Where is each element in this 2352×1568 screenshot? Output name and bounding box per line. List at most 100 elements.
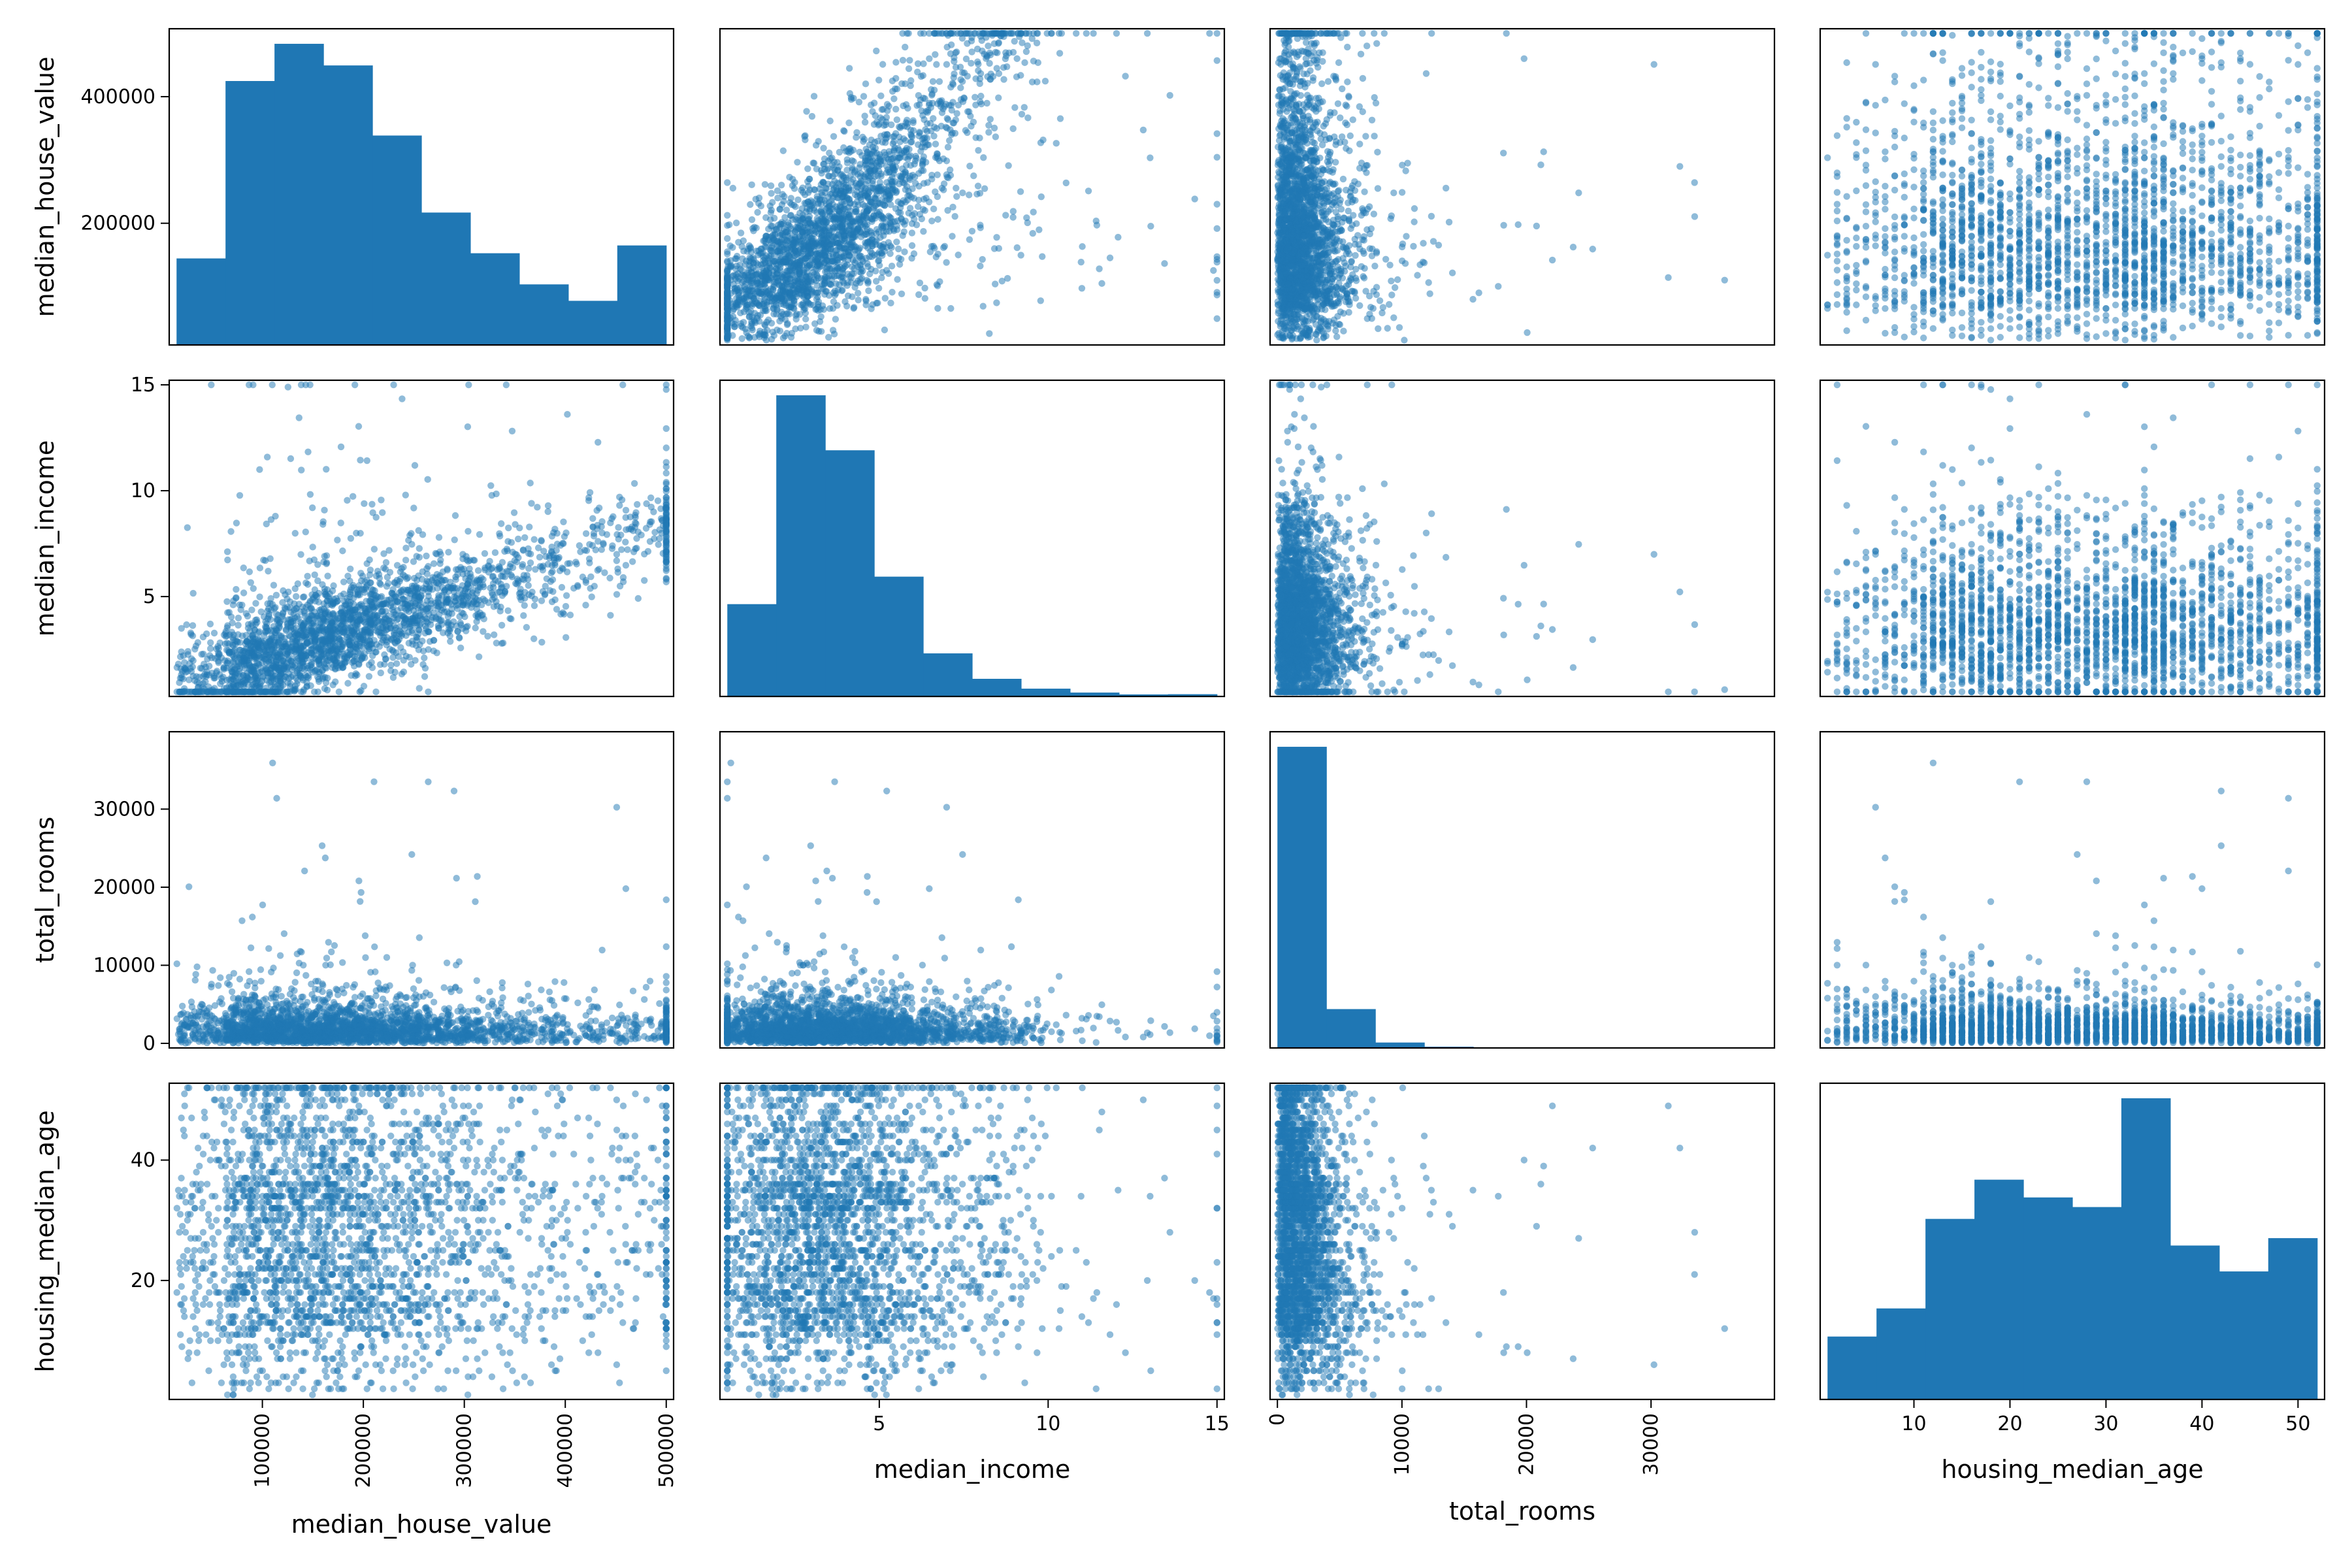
point-median_house_value-median_income-1112	[881, 327, 888, 333]
point-median_house_value-median_income-1156	[920, 228, 926, 235]
point-median_house_value-median_income-264	[1214, 30, 1220, 37]
hist-bar-median_house_value-7	[519, 284, 569, 345]
point-median_house_value-median_income-1415	[771, 215, 777, 221]
point-median_house_value-median_income-1300	[830, 305, 836, 312]
point-median_house_value-median_income-863	[1166, 92, 1173, 99]
point-median_house_value-median_income-685	[1037, 297, 1044, 304]
point-median_house_value-median_income-1498	[943, 157, 950, 164]
point-median_house_value-median_income-1122	[1039, 253, 1045, 259]
hist-bar-median_house_value-5	[421, 212, 471, 345]
point-median_house_value-median_income-1211	[932, 51, 938, 57]
point-median_house_value-median_income-195	[947, 305, 954, 312]
hist-bar-median_house_value-9	[617, 246, 667, 345]
hist-bar-median_house_value-8	[568, 301, 618, 345]
point-median_house_value-median_income-1349	[966, 163, 973, 169]
point-median_house_value-median_income-808	[889, 289, 895, 295]
point-median_house_value-median_income-1138	[846, 65, 853, 71]
point-median_house_value-median_income-1098	[897, 204, 904, 211]
point-median_house_value-median_income-1383	[861, 112, 868, 119]
point-median_house_value-median_income-1032	[888, 122, 894, 128]
point-median_house_value-median_income-1307	[993, 234, 1000, 240]
point-median_house_value-median_income-687	[1098, 280, 1105, 287]
point-median_house_value-median_income-1486	[892, 106, 899, 112]
point-median_house_value-median_income-682	[754, 209, 760, 216]
point-median_house_value-median_income-159	[934, 216, 941, 223]
point-median_house_value-median_income-1431	[873, 278, 879, 284]
point-median_house_value-median_income-1328	[931, 123, 938, 130]
point-median_house_value-median_income-887	[729, 244, 736, 251]
point-median_house_value-median_income-1357	[1002, 212, 1009, 218]
hist-bar-median_house_value-6	[470, 253, 520, 345]
point-median_house_value-median_income-1301	[895, 246, 902, 252]
point-median_house_value-median_income-161	[934, 305, 941, 312]
point-median_house_value-median_income-977	[953, 185, 959, 191]
point-median_house_value-median_income-198	[768, 190, 774, 197]
point-median_house_value-median_income-112	[1021, 104, 1028, 110]
point-median_house_value-median_income-271	[917, 280, 923, 286]
point-median_house_value-median_income-116	[955, 252, 962, 258]
point-median_house_value-median_income-729	[778, 182, 785, 188]
point-median_house_value-median_income-1121	[894, 116, 900, 123]
point-median_house_value-median_income-1153	[1147, 154, 1153, 161]
point-median_house_value-median_income-1501	[1057, 115, 1064, 122]
point-median_house_value-median_income-1460	[900, 57, 906, 63]
point-median_house_value-median_income-1264	[920, 72, 926, 78]
point-median_house_value-median_income-1369	[738, 243, 745, 250]
point-median_house_value-median_income-191	[901, 248, 907, 255]
point-median_house_value-median_income-1476	[749, 216, 755, 223]
point-median_house_value-median_income-1198	[765, 225, 772, 232]
point-median_house_value-median_income-799	[945, 144, 951, 150]
point-median_house_value-median_income-1297	[832, 316, 839, 322]
scatter-matrix-figure: 2000004000005101501000020000300002040100…	[0, 0, 2352, 1568]
point-median_house_value-median_income-833	[953, 110, 960, 117]
hist-bar-median_house_value-3	[323, 65, 373, 345]
point-median_house_value-median_income-14	[865, 287, 872, 294]
point-median_house_value-median_income-814	[972, 94, 978, 101]
point-median_house_value-median_income-246	[855, 290, 861, 297]
point-median_house_value-median_income-884	[970, 172, 977, 179]
point-median_house_value-median_income-237	[1214, 154, 1220, 160]
hist-bar-median_house_value-0	[176, 259, 226, 345]
point-median_house_value-median_income-711	[873, 48, 879, 54]
point-median_house_value-median_income-1370	[1009, 214, 1016, 220]
point-median_house_value-median_income-1095	[798, 187, 804, 193]
point-median_house_value-median_income-575	[921, 285, 928, 291]
point-median_house_value-median_income-1170	[957, 63, 964, 70]
point-median_house_value-median_income-1496	[1206, 30, 1213, 37]
point-median_house_value-median_income-81	[1038, 193, 1045, 200]
point-median_house_value-median_income-156	[1019, 111, 1025, 118]
point-median_house_value-median_income-470	[928, 218, 935, 224]
point-median_house_value-median_income-849	[826, 118, 833, 124]
point-median_house_value-median_income-288	[739, 335, 745, 342]
point-median_house_value-median_income-891	[985, 42, 991, 49]
point-median_house_value-median_income-1047	[953, 193, 960, 200]
point-median_house_value-median_income-1416	[860, 93, 867, 99]
point-median_house_value-median_income-196	[1214, 57, 1220, 64]
point-median_house_value-median_income-1453	[934, 282, 941, 289]
point-median_house_value-median_income-959	[951, 74, 957, 81]
point-median_house_value-median_income-1002	[1107, 255, 1113, 261]
point-median_house_value-median_income-1452	[1000, 64, 1007, 71]
point-median_house_value-median_income-1494	[1021, 59, 1028, 66]
point-median_house_value-median_income-1271	[768, 182, 774, 189]
point-median_house_value-median_income-1450	[848, 96, 855, 103]
point-median_house_value-median_income-976	[943, 259, 949, 265]
point-median_house_value-median_income-490	[780, 148, 787, 154]
point-median_house_value-median_income-996	[992, 281, 998, 287]
plot-median_house_value-vs-median_income	[724, 30, 1220, 344]
point-median_house_value-median_income-45	[889, 263, 895, 269]
point-median_house_value-median_income-224	[951, 213, 958, 220]
point-median_house_value-median_income-1334	[930, 115, 936, 122]
point-median_house_value-median_income-829	[738, 229, 744, 236]
point-median_house_value-median_income-846	[1010, 208, 1017, 214]
point-median_house_value-median_income-644	[922, 295, 928, 301]
point-median_house_value-median_income-1473	[859, 201, 866, 208]
point-median_house_value-median_income-965	[932, 140, 939, 147]
point-median_house_value-median_income-721	[957, 84, 964, 91]
point-median_house_value-median_income-1497	[976, 135, 983, 141]
point-median_house_value-median_income-1006	[930, 78, 936, 84]
point-median_house_value-median_income-676	[902, 44, 908, 50]
point-median_house_value-median_income-1078	[949, 204, 956, 210]
point-median_house_value-median_income-1140	[1011, 104, 1018, 110]
hist-bar-median_house_value-1	[225, 81, 275, 345]
